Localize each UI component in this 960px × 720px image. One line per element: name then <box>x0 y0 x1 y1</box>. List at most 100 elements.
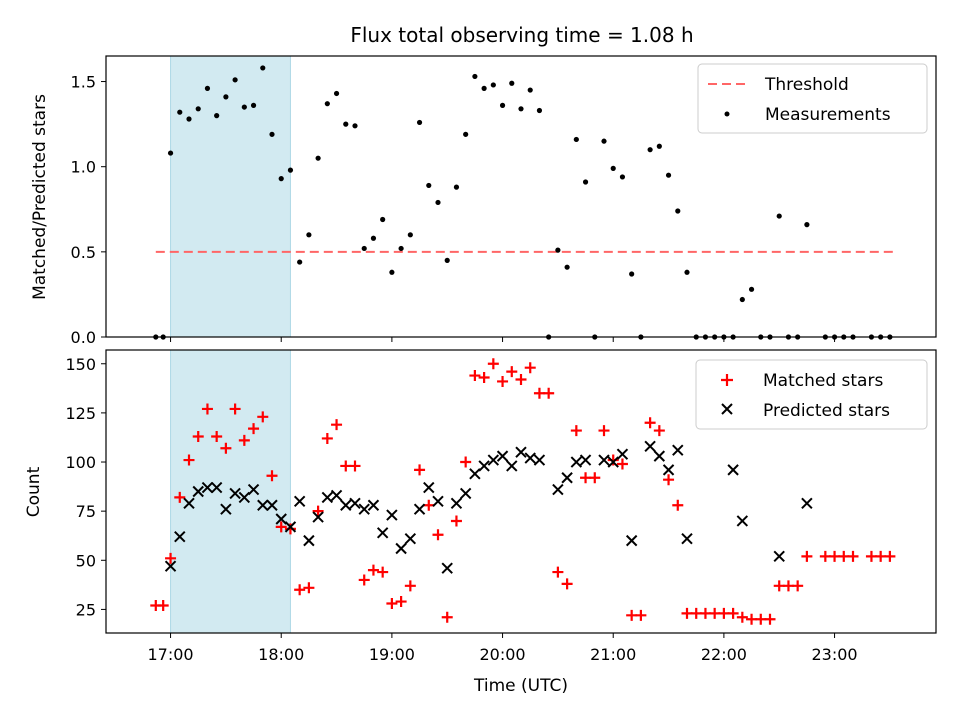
legend-predicted-label: Predicted stars <box>763 401 890 421</box>
matched-star-point <box>497 375 509 387</box>
legend-measurements-label: Measurements <box>765 105 891 125</box>
measurement-point <box>398 245 404 252</box>
matched-star-point <box>192 430 204 442</box>
x-tick-label: 23:00 <box>812 645 858 664</box>
matched-star-point <box>727 607 739 619</box>
measurement-point <box>499 102 506 108</box>
matched-star-point <box>395 596 407 608</box>
predicted-star-point <box>266 499 278 511</box>
matched-star-point <box>690 607 702 619</box>
matched-star-point <box>782 580 794 592</box>
matched-star-point <box>414 464 426 476</box>
matched-star-point <box>663 474 675 486</box>
matched-star-point <box>460 456 472 468</box>
matched-star-point <box>801 550 813 562</box>
matched-star-point <box>275 521 287 533</box>
measurement-point <box>472 73 478 80</box>
y-tick-label: 1.5 <box>71 73 96 92</box>
x-tick-label: 20:00 <box>480 645 526 664</box>
matched-star-point <box>386 598 398 610</box>
predicted-star-point <box>284 521 297 533</box>
predicted-star-point <box>229 487 241 500</box>
predicted-star-point <box>681 532 693 545</box>
measurement-point <box>804 222 810 228</box>
matched-star-point <box>377 566 389 578</box>
y-tick-label: 50 <box>76 551 96 570</box>
legend-bottom: Matched stars Predicted stars <box>695 359 928 430</box>
matched-star-point <box>211 430 223 442</box>
panel-counts: 25 50 75 100 125 150 17:00 18:00 19:00 20:00 21:0… <box>24 349 937 696</box>
matched-star-point <box>746 613 758 625</box>
measurement-point <box>361 245 367 252</box>
predicted-star-point <box>487 454 500 466</box>
matched-star-point <box>450 515 462 527</box>
predicted-star-point <box>598 454 610 466</box>
x-tick-label: 18:00 <box>258 645 304 664</box>
measurement-point <box>675 208 681 214</box>
matched-star-point <box>598 425 610 437</box>
y-tick-label: 25 <box>76 600 96 619</box>
matched-star-point <box>773 580 785 592</box>
y-tick-label: 0.5 <box>71 243 96 262</box>
predicted-star-point <box>247 483 260 496</box>
matched-star-point <box>792 580 804 592</box>
predicted-star-point <box>450 497 463 509</box>
measurement-point <box>509 80 515 86</box>
y-tick-label: 100 <box>65 453 96 472</box>
measurement-point <box>490 82 496 88</box>
predicted-star-point <box>238 491 251 504</box>
predicted-star-point <box>275 513 287 525</box>
matched-star-point <box>626 609 638 621</box>
matched-star-point <box>506 366 518 378</box>
predicted-star-point <box>441 562 453 574</box>
measurement-point <box>463 131 469 137</box>
measurement-point <box>297 259 303 265</box>
measurement-point <box>629 271 635 277</box>
matched-star-point <box>580 472 592 484</box>
matched-star-point <box>570 425 582 437</box>
measurement-point <box>278 176 284 182</box>
y-tick-label: 150 <box>65 355 96 374</box>
legend-matched-swatch <box>721 374 733 386</box>
measurement-point <box>739 296 745 303</box>
matched-star-point <box>533 387 545 399</box>
predicted-star-point <box>773 550 785 563</box>
predicted-star-point <box>515 446 527 458</box>
measurement-point <box>527 87 533 93</box>
measurement-point <box>333 90 340 97</box>
matched-star-point <box>616 458 628 470</box>
measurement-point <box>370 235 377 241</box>
matched-star-point <box>469 370 481 382</box>
shaded-interval-bottom <box>170 349 291 634</box>
predicted-star-point <box>330 489 343 502</box>
matched-star-point <box>229 403 241 415</box>
measurement-point <box>260 65 266 71</box>
measurement-point <box>389 269 395 275</box>
x-axis-ticks-bottom: 17:00 18:00 19:00 20:00 21:00 22:00 23:00 <box>148 633 858 664</box>
predicted-star-point <box>192 485 204 498</box>
predicted-star-point <box>340 499 352 511</box>
measurement-point <box>453 184 460 190</box>
matched-star-point <box>238 434 250 446</box>
matched-star-point <box>157 599 169 611</box>
measurement-point <box>324 101 330 107</box>
predicted-star-point <box>506 460 518 472</box>
matched-stars-series <box>150 358 896 625</box>
matched-star-point <box>478 372 490 384</box>
legend-top-box <box>697 63 928 134</box>
matched-star-point <box>764 613 776 625</box>
matched-star-point <box>441 611 453 623</box>
predicted-star-point <box>616 448 629 460</box>
matched-star-point <box>487 358 499 370</box>
matched-star-point <box>349 460 361 472</box>
matched-star-point <box>607 454 619 466</box>
measurement-point <box>269 131 275 137</box>
matched-star-point <box>755 613 767 625</box>
predicted-star-point <box>312 511 324 523</box>
measurement-point <box>536 107 543 114</box>
measurement-point <box>518 106 524 112</box>
matched-star-point <box>303 582 315 594</box>
measurement-point <box>619 174 626 180</box>
predicted-star-point <box>570 456 583 468</box>
